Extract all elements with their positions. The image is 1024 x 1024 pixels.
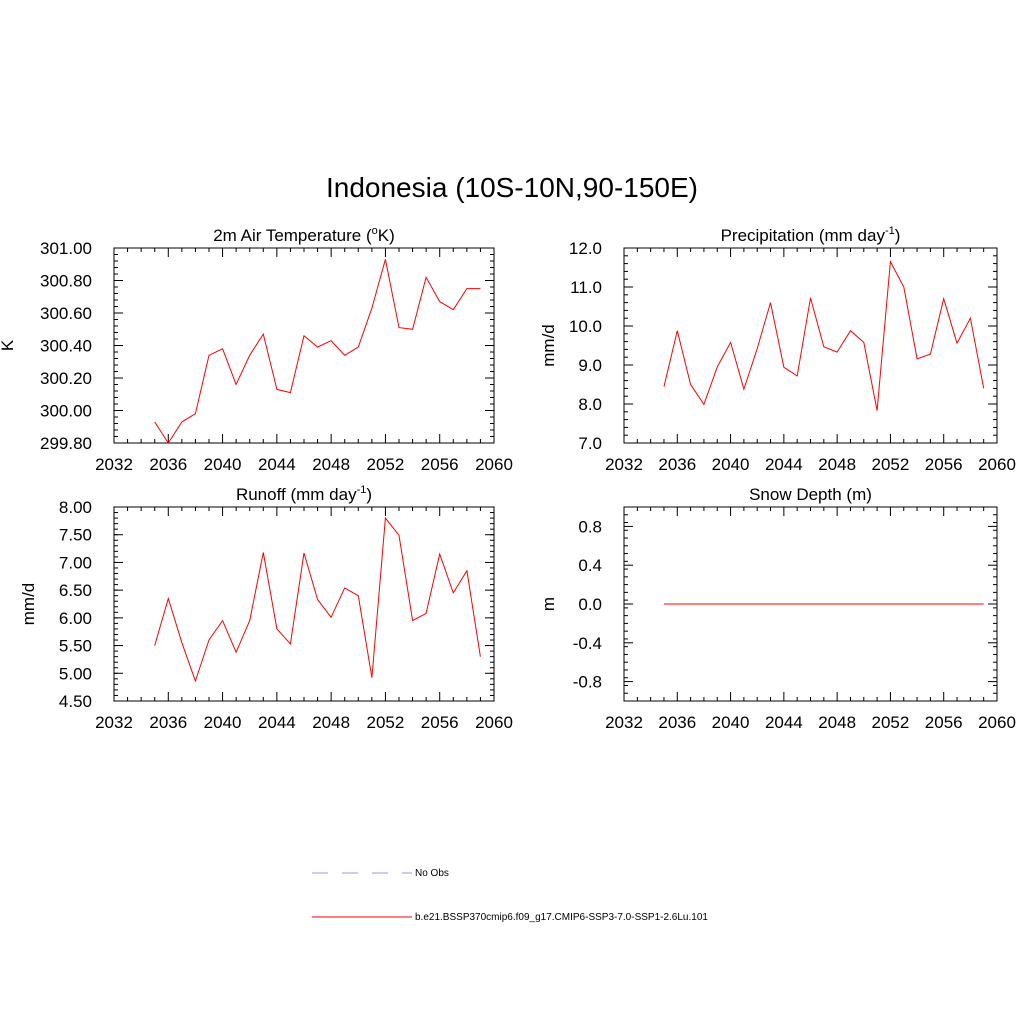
x-tick-label: 2056	[925, 713, 963, 732]
y-tick-label: 10.0	[569, 317, 602, 336]
legend-model-label: b.e21.BSSP370cmip6.f09_g17.CMIP6-SSP3-7.…	[415, 912, 708, 923]
x-tick-label: 2048	[312, 713, 350, 732]
x-tick-label: 2048	[818, 713, 856, 732]
y-axis-label: mm/d	[19, 583, 38, 626]
y-tick-label: 8.0	[578, 395, 602, 414]
x-tick-label: 2044	[258, 455, 296, 474]
y-tick-label: -0.4	[573, 634, 602, 653]
panel-runoff: Runoff (mm day-1) mm/d 2032 2036 2040 2044 204…	[19, 484, 513, 732]
y-axis-label: m	[539, 597, 558, 611]
y-tick-label: 300.60	[40, 304, 92, 323]
legend-no-obs-label: No Obs	[415, 868, 449, 879]
series-line	[663, 259, 985, 411]
x-tick-label: 2048	[818, 455, 856, 474]
y-tick-label: 8.00	[59, 498, 92, 517]
x-tick-label: 2044	[765, 455, 803, 474]
x-tick-label: 2052	[367, 713, 405, 732]
x-tick-label: 2044	[258, 713, 296, 732]
y-tick-label: 0.4	[578, 556, 602, 575]
x-tick-label: 2060	[475, 713, 513, 732]
x-tick-label: 2040	[712, 455, 750, 474]
x-tick-label: 2036	[658, 713, 696, 732]
panel-title: Snow Depth (m)	[749, 485, 872, 504]
x-tick-label: 2032	[605, 455, 643, 474]
x-tick-label: 2040	[712, 713, 750, 732]
y-tick-label: 0.8	[578, 517, 602, 536]
panel-precipitation: Precipitation (mm day-1) mm/d 2032 2036 2040…	[539, 225, 1016, 474]
y-tick-label: 9.0	[578, 356, 602, 375]
panel-snow-depth: Snow Depth (m) m 2032 2036 2040 2044 2048 2052 2…	[539, 485, 1016, 732]
x-tick-label: 2032	[95, 713, 133, 732]
x-tick-label: 2036	[658, 455, 696, 474]
plot-frame	[623, 247, 998, 444]
y-tick-label: 7.0	[578, 434, 602, 453]
y-tick-label: 12.0	[569, 239, 602, 258]
y-tick-label: 300.20	[40, 369, 92, 388]
series-line	[154, 516, 481, 683]
plot-frame	[113, 506, 495, 702]
x-tick-label: 2032	[605, 713, 643, 732]
panel-title: 2m Air Temperature (oK)	[213, 225, 395, 245]
y-tick-label: 4.50	[59, 692, 92, 711]
x-tick-label: 2052	[367, 455, 405, 474]
legend: No Obs b.e21.BSSP370cmip6.f09_g17.CMIP6-…	[312, 868, 708, 923]
y-tick-label: 300.80	[40, 272, 92, 291]
y-tick-label: 300.00	[40, 402, 92, 421]
figure-title: Indonesia (10S-10N,90-150E)	[325, 172, 698, 203]
x-tick-label: 2052	[872, 713, 910, 732]
x-tick-label: 2052	[872, 455, 910, 474]
y-tick-label: 5.00	[59, 664, 92, 683]
y-tick-label: 5.50	[59, 637, 92, 656]
y-axis-label: mm/d	[539, 324, 558, 367]
series-line	[154, 259, 481, 444]
x-tick-label: 2056	[925, 455, 963, 474]
y-tick-label: 300.40	[40, 337, 92, 356]
y-tick-label: 11.0	[570, 278, 602, 297]
x-tick-label: 2060	[475, 455, 513, 474]
y-tick-label: -0.8	[573, 673, 602, 692]
x-tick-label: 2032	[95, 455, 133, 474]
x-tick-label: 2044	[765, 713, 803, 732]
y-tick-label: 6.00	[59, 609, 92, 628]
y-tick-label: 301.00	[40, 239, 92, 258]
y-tick-label: 7.00	[59, 553, 92, 572]
panel-air-temperature: 2m Air Temperature (oK) K 2032 2036 2040 2044…	[0, 225, 513, 474]
y-tick-label: 0.0	[578, 595, 602, 614]
x-tick-label: 2056	[421, 713, 459, 732]
y-tick-label: 6.50	[59, 581, 92, 600]
x-tick-label: 2048	[312, 455, 350, 474]
plot-frame	[113, 247, 495, 444]
x-tick-label: 2040	[204, 455, 242, 474]
x-tick-label: 2036	[149, 713, 187, 732]
y-axis-label: K	[0, 339, 17, 351]
y-tick-label: 299.80	[40, 434, 92, 453]
x-tick-label: 2060	[978, 455, 1016, 474]
panel-title: Precipitation (mm day-1)	[721, 225, 901, 245]
y-tick-label: 7.50	[59, 526, 92, 545]
x-tick-label: 2060	[978, 713, 1016, 732]
panel-title: Runoff (mm day-1)	[236, 484, 372, 504]
x-tick-label: 2040	[204, 713, 242, 732]
x-tick-label: 2036	[149, 455, 187, 474]
x-tick-label: 2056	[421, 455, 459, 474]
